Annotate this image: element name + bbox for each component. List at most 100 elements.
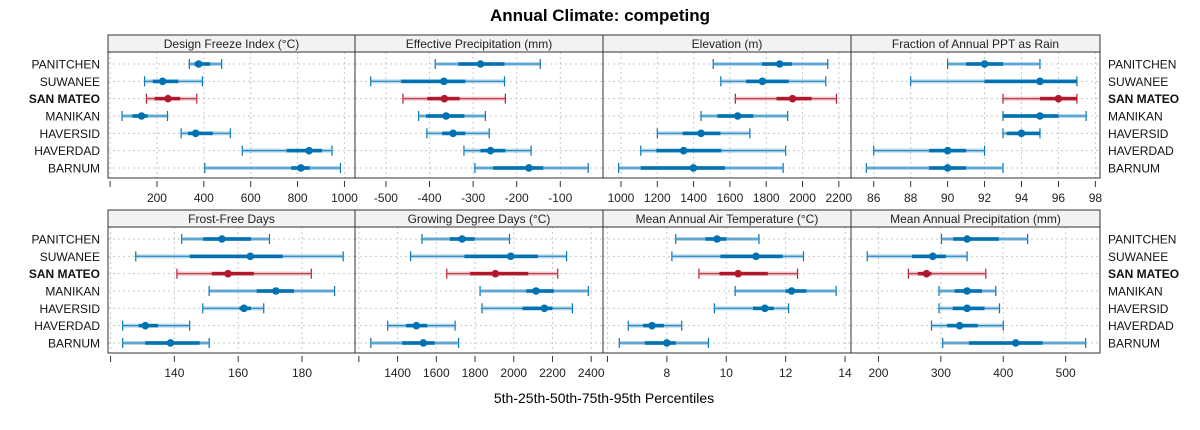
panel-title: Fraction of Annual PPT as Rain — [892, 37, 1059, 51]
site-label: BARNUM — [48, 161, 100, 175]
site-range-haversid — [180, 128, 231, 139]
median-point — [697, 129, 705, 138]
median-point — [922, 269, 931, 278]
median-point — [532, 287, 540, 295]
axis-tick-label: 2400 — [578, 366, 605, 380]
site-label: SAN MATEO — [29, 92, 100, 106]
site-label: SUWANEE — [1108, 75, 1168, 89]
median-point — [963, 235, 971, 243]
axis-tick-label: 400 — [993, 366, 1013, 380]
site-range-san-mateo — [176, 268, 312, 279]
axis-tick-label: 300 — [931, 366, 951, 380]
median-point — [1036, 77, 1044, 86]
site-range-haversid — [426, 128, 490, 139]
site-label: HAVERDAD — [1108, 144, 1174, 158]
site-label: PANITCHEN — [32, 58, 100, 72]
median-point — [491, 269, 500, 278]
site-range-panitchen — [940, 234, 1029, 244]
axis-tick-label: 1600 — [717, 191, 744, 205]
site-range-manikan — [121, 110, 169, 121]
site-range-suwanee — [671, 251, 805, 262]
axis-tick-label: 2000 — [500, 366, 527, 380]
median-point — [1036, 112, 1044, 120]
median-point — [734, 269, 742, 278]
site-range-haverdad — [627, 320, 683, 331]
axis-tick-label: 200 — [868, 366, 888, 380]
axis-tick-label: 10 — [720, 366, 734, 380]
median-point — [525, 164, 533, 172]
site-range-manikan — [208, 285, 336, 296]
panel-6: Growing Degree Days (°C) 1400 1600 1800 2000… — [354, 209, 605, 380]
median-point — [412, 321, 421, 330]
median-point — [1011, 339, 1020, 347]
median-point — [191, 129, 200, 138]
median-point — [758, 77, 767, 86]
panel-7: Mean Annual Air Temperature (°C) 8 10 12 14 — [602, 209, 852, 380]
median-point — [166, 339, 175, 347]
axis-tick-label: 2200 — [539, 366, 566, 380]
site-range-san-mateo — [446, 268, 559, 279]
axis-tick-label: 500 — [1056, 366, 1076, 380]
median-point — [963, 287, 971, 295]
site-range-barnum — [204, 162, 342, 173]
median-point — [419, 339, 428, 347]
site-range-haversid — [656, 128, 751, 139]
axis-tick-label: 1600 — [423, 366, 450, 380]
site-range-san-mateo — [145, 93, 198, 104]
site-range-haversid — [481, 303, 574, 314]
site-label: SAN MATEO — [1108, 267, 1179, 281]
median-point — [440, 77, 448, 86]
axis-tick-label: 1000 — [331, 191, 358, 205]
median-point — [442, 112, 450, 120]
axis-tick-label: 160 — [228, 366, 248, 380]
axis-tick-label: 200 — [147, 191, 167, 205]
site-range-haverdad — [122, 320, 191, 331]
median-point — [297, 164, 305, 172]
site-label: PANITCHEN — [1108, 58, 1176, 72]
site-range-manikan — [938, 285, 997, 296]
site-label: MANIKAN — [1108, 109, 1163, 123]
axis-tick-label: 400 — [194, 191, 214, 205]
site-range-manikan — [734, 285, 837, 296]
axis-tick-label: 92 — [978, 191, 992, 205]
axis-tick-label: 1000 — [608, 191, 635, 205]
site-label: HAVERSID — [40, 127, 101, 141]
axis-tick-label: 90 — [941, 191, 955, 205]
site-range-suwanee — [866, 251, 968, 262]
site-label: BARNUM — [1108, 336, 1160, 350]
axis-tick-label: -500 — [374, 191, 398, 205]
site-range-haversid — [713, 303, 790, 314]
median-point — [733, 112, 742, 120]
site-label: MANIKAN — [45, 109, 100, 123]
site-label: BARNUM — [48, 336, 100, 350]
median-point — [980, 60, 989, 68]
panel-3: Elevation (m) 1000 1200 1400 1600 1800 2000 220… — [602, 34, 853, 205]
site-range-san-mateo — [698, 268, 799, 279]
panel-4: Fraction of Annual PPT as Rain 86 88 90 92 94… — [850, 34, 1179, 205]
panel-5: Frost-Free Days 140 160 180 PANITCHEN SUWANEE… — [29, 209, 356, 380]
site-range-haverdad — [241, 145, 333, 156]
median-point — [164, 94, 172, 103]
chart-title: Annual Climate: competing — [490, 6, 710, 25]
site-label: SAN MATEO — [29, 267, 100, 281]
median-point — [449, 129, 457, 138]
median-point — [775, 60, 784, 68]
site-label: HAVERSID — [1108, 302, 1169, 316]
median-point — [761, 304, 769, 313]
site-range-barnum — [370, 337, 460, 348]
axis-tick-label: 14 — [838, 366, 852, 380]
median-point — [158, 77, 167, 86]
site-range-barnum — [618, 162, 784, 173]
x-axis-label: 5th-25th-50th-75th-95th Percentiles — [494, 390, 714, 406]
site-label: PANITCHEN — [32, 233, 100, 247]
site-range-haverdad — [463, 145, 532, 156]
median-point — [943, 146, 952, 155]
axis-tick-label: -300 — [461, 191, 485, 205]
site-label: HAVERDAD — [1108, 319, 1174, 333]
axis-tick-label: 1800 — [753, 191, 780, 205]
median-point — [1017, 129, 1026, 138]
median-point — [486, 146, 495, 155]
median-point — [194, 60, 203, 68]
median-point — [224, 269, 232, 278]
median-point — [440, 94, 449, 103]
